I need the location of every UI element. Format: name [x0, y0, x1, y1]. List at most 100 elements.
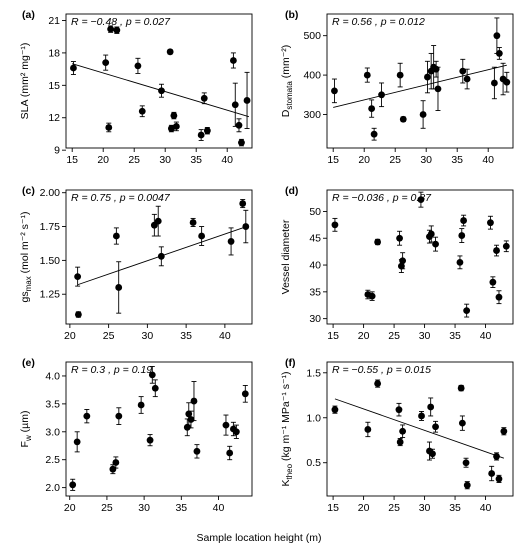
data-point: [241, 390, 249, 398]
data-point: [462, 459, 470, 467]
y-tick-label: 15: [48, 80, 60, 92]
y-tick-label: 1.25: [40, 289, 61, 301]
y-tick-label: 40: [309, 260, 321, 272]
data-point: [231, 101, 239, 109]
data-point: [73, 438, 81, 446]
data-point: [495, 50, 503, 57]
data-point: [493, 32, 501, 40]
data-point: [368, 105, 376, 112]
data-point: [495, 293, 503, 301]
x-tick-label: 15: [327, 502, 339, 514]
plot-frame: [326, 13, 514, 149]
stat-annotation: R = 0.56 , p = 0.012: [332, 16, 425, 28]
data-point: [189, 219, 197, 226]
x-tick-label: 20: [358, 330, 370, 342]
x-tick-label: 30: [420, 154, 432, 166]
data-point: [398, 262, 405, 270]
data-point: [112, 459, 120, 466]
data-point: [83, 412, 91, 420]
y-tick-label: 2.5: [45, 454, 60, 466]
data-point: [503, 78, 511, 86]
stat-annotation: R = 0.3 , p = 0.19: [71, 364, 152, 376]
data-point: [429, 450, 436, 458]
regression-line: [333, 64, 507, 108]
x-axis-title: Sample location height (m): [197, 532, 322, 544]
x-tick-label: 25: [101, 502, 113, 514]
x-tick-label: 25: [388, 330, 400, 342]
data-point: [75, 311, 82, 318]
data-point: [399, 257, 407, 265]
data-point: [203, 127, 211, 135]
data-point: [396, 234, 403, 242]
data-point: [370, 130, 378, 138]
stat-annotation: R = −0.55 , p = 0.015: [332, 364, 431, 376]
data-point: [138, 107, 146, 115]
x-tick-label: 30: [419, 502, 431, 514]
x-tick-label: 35: [449, 502, 461, 514]
x-tick-label: 25: [388, 502, 400, 514]
plot-frame: [65, 361, 253, 497]
panel-a: (a) R = −0.48 , p = 0.027 15 20 25 30 35 40 9 12 1…: [19, 9, 253, 166]
data-point: [74, 273, 82, 281]
y-tick-label: 35: [309, 286, 321, 298]
data-point: [399, 427, 407, 435]
data-point: [154, 217, 162, 225]
data-point: [427, 230, 435, 238]
data-point: [502, 242, 510, 250]
data-point: [137, 401, 145, 409]
x-tick-label: 40: [480, 502, 492, 514]
y-tick-label: 9: [54, 145, 60, 157]
data-point: [227, 238, 235, 245]
data-point: [166, 48, 174, 56]
data-point: [242, 223, 250, 230]
y-tick-label: 300: [303, 109, 321, 121]
y-tick-label: 1.50: [40, 255, 61, 267]
data-point: [500, 427, 508, 435]
data-point: [489, 278, 497, 286]
x-tick-label: 30: [142, 330, 154, 342]
data-point: [463, 307, 471, 314]
data-point: [488, 470, 496, 477]
data-point: [238, 139, 245, 146]
y-tick-label: 500: [303, 30, 321, 42]
data-point: [185, 410, 193, 418]
data-point: [226, 449, 234, 457]
data-point: [459, 67, 467, 75]
x-tick-label: 25: [128, 154, 140, 166]
data-point: [368, 292, 376, 300]
data-point: [493, 453, 500, 460]
data-point: [396, 71, 404, 79]
y-axis-title: Vessel diameter: [280, 219, 292, 294]
data-point: [243, 97, 251, 104]
data-point: [158, 87, 165, 95]
y-tick-label: 1.5: [306, 367, 321, 379]
x-tick-label: 30: [138, 502, 150, 514]
y-tick-label: 18: [48, 47, 60, 59]
data-point: [491, 79, 498, 87]
panel-label: (b): [285, 9, 298, 21]
x-tick-label: 20: [358, 502, 370, 514]
y-tick-label: 30: [309, 313, 321, 325]
y-tick-label: 2.0: [45, 482, 60, 494]
data-point: [418, 412, 425, 420]
x-tick-label: 35: [451, 154, 463, 166]
y-tick-label: 3.5: [45, 398, 60, 410]
y-tick-label: 50: [309, 206, 321, 218]
data-point: [232, 428, 240, 436]
panel-label: (e): [22, 357, 35, 369]
x-tick-label: 15: [327, 330, 339, 342]
y-axis-title: Ktheo (kg m⁻¹ MPa⁻¹ s⁻¹): [280, 371, 294, 486]
panel-b: (b) R = 0.56 , p = 0.012 15 20 25 30 35 40 300 40…: [280, 9, 514, 166]
data-point: [148, 371, 156, 379]
regression-line: [334, 398, 505, 459]
x-tick-label: 15: [327, 154, 339, 166]
panel-label: (c): [22, 185, 35, 197]
y-tick-label: 21: [48, 15, 60, 27]
data-point: [105, 124, 113, 131]
data-point: [460, 217, 468, 224]
x-tick-label: 40: [219, 330, 231, 342]
data-point: [230, 57, 237, 64]
data-point: [107, 25, 115, 33]
x-tick-label: 20: [358, 154, 370, 166]
